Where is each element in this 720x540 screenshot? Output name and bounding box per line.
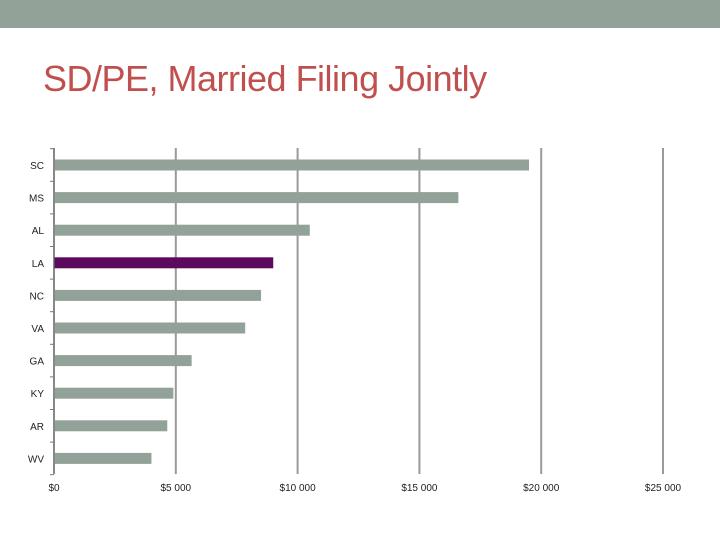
category-label-sc: SC xyxy=(30,161,44,172)
bar-va xyxy=(54,322,246,334)
bar-ar xyxy=(54,420,168,432)
bar-nc xyxy=(54,289,262,301)
category-label-va: VA xyxy=(31,324,44,335)
category-label-al: AL xyxy=(32,226,45,237)
category-label-ky: KY xyxy=(31,389,45,400)
x-tick-label: $20 000 xyxy=(523,483,560,494)
bar-sc xyxy=(54,159,530,171)
bar-ms xyxy=(54,192,459,204)
category-label-nc: NC xyxy=(30,291,44,302)
bar-ky xyxy=(54,387,174,399)
category-label-wv: WV xyxy=(28,454,44,465)
slide-title: SD/PE, Married Filing Jointly xyxy=(43,58,487,99)
bar-wv xyxy=(54,452,152,464)
slide-top-bar xyxy=(0,0,720,28)
category-label-ms: MS xyxy=(29,194,44,205)
bar-ga xyxy=(54,355,192,367)
x-tick-label: $0 xyxy=(48,483,60,494)
bar-la xyxy=(54,257,274,269)
x-tick-label: $15 000 xyxy=(401,483,438,494)
bar-al xyxy=(54,224,310,236)
x-tick-label: $10 000 xyxy=(280,483,317,494)
category-label-la: LA xyxy=(32,259,45,270)
x-tick-label: $5 000 xyxy=(161,483,192,494)
category-label-ar: AR xyxy=(30,422,44,433)
category-label-ga: GA xyxy=(30,357,45,368)
x-tick-label: $25 000 xyxy=(645,483,682,494)
